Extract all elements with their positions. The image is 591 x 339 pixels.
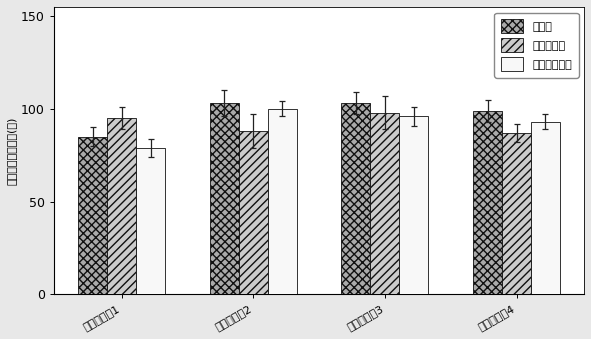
Bar bbox=[107, 118, 136, 294]
Bar bbox=[268, 109, 297, 294]
Bar bbox=[502, 133, 531, 294]
Bar bbox=[473, 111, 502, 294]
Bar bbox=[239, 131, 268, 294]
Bar bbox=[136, 148, 165, 294]
Bar bbox=[531, 122, 560, 294]
Bar bbox=[342, 103, 371, 294]
Legend: 野生型, ヘテロ接合, ノックアウト: 野生型, ヘテロ接合, ノックアウト bbox=[494, 13, 579, 78]
Bar bbox=[210, 103, 239, 294]
Bar bbox=[371, 113, 400, 294]
Y-axis label: 落ちるまでの時間(秒): 落ちるまでの時間(秒) bbox=[7, 116, 17, 185]
Bar bbox=[78, 137, 107, 294]
Bar bbox=[400, 116, 428, 294]
